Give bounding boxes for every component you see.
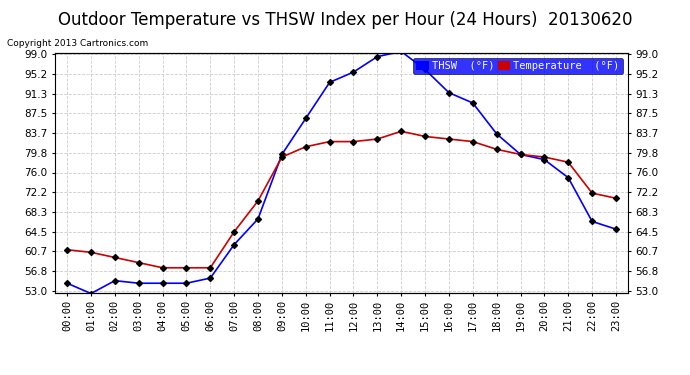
- Text: Outdoor Temperature vs THSW Index per Hour (24 Hours)  20130620: Outdoor Temperature vs THSW Index per Ho…: [58, 11, 632, 29]
- Text: Copyright 2013 Cartronics.com: Copyright 2013 Cartronics.com: [7, 39, 148, 48]
- Legend: THSW  (°F), Temperature  (°F): THSW (°F), Temperature (°F): [413, 58, 622, 74]
